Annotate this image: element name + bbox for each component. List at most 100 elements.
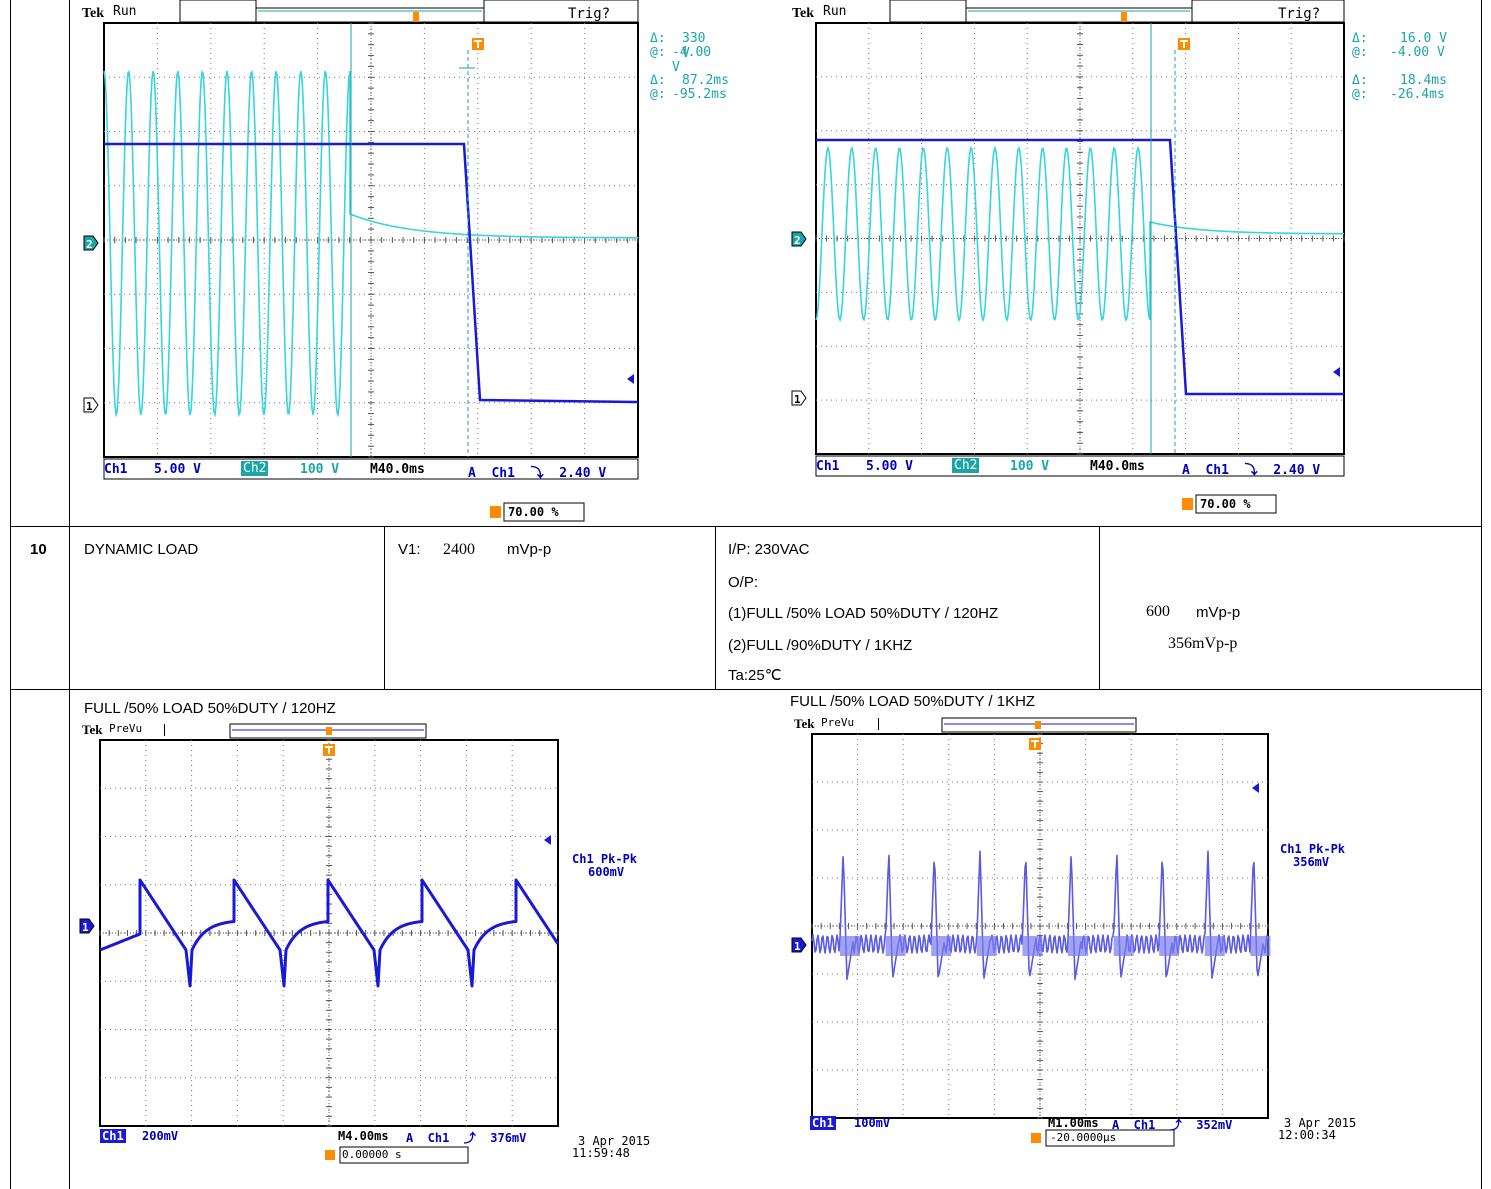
- channel-marker: [83, 397, 99, 413]
- table-row-divider-1: [10, 526, 1482, 527]
- ch1-waveform: [816, 138, 1344, 396]
- ch1-label: Ch1: [100, 1129, 126, 1143]
- trigger-position: 0.00000 s: [342, 1148, 402, 1161]
- row10-col-divider-2: [715, 526, 716, 689]
- ch1-waveform: [811, 850, 1269, 981]
- channel-marker: [791, 390, 807, 406]
- ch1-label: Ch1: [104, 462, 128, 477]
- trigger-position-icon: [1182, 498, 1193, 510]
- result-2: 356mVp-p: [1168, 635, 1238, 652]
- brand: Tek: [82, 6, 105, 21]
- graticule: [103, 22, 639, 458]
- ch1-scale: 5.00 V: [154, 462, 201, 477]
- cursor-delta-v: Δ:: [1352, 31, 1368, 46]
- output-label: O/P:: [728, 574, 759, 591]
- trigger-setting: A Ch1 ⤴ 376mV: [406, 1131, 527, 1145]
- trigger-pos-marker: [1035, 721, 1041, 729]
- trig-status: Trig?: [1278, 6, 1321, 22]
- graticule: [811, 733, 1269, 1119]
- table-border-left: [10, 0, 11, 1189]
- cursor-delta-t: Δ:: [1352, 73, 1368, 88]
- cursor-at-v-value: -4.00 V: [1390, 45, 1445, 60]
- table-border-right: [1481, 0, 1482, 1189]
- ripple-band: [1204, 936, 1225, 956]
- scope-bottom-right-screen: 1: [791, 717, 1271, 1147]
- cursor-at-v: @:: [1352, 45, 1368, 60]
- trigger-setting: A Ch1 ⤴ 352mV: [1112, 1118, 1233, 1132]
- brand: Tek: [792, 6, 815, 21]
- scope-bottom-right: 1 Tek PreVu Ch1 Pk-Pk 356mV Ch1 100mV M1…: [790, 712, 1480, 1178]
- ripple-band: [1113, 936, 1134, 956]
- channel-marker: [83, 235, 99, 251]
- result-1-value: 600: [1146, 603, 1170, 620]
- trigger-level-arrow: [1333, 367, 1340, 377]
- timebase: M4.00ms: [338, 1129, 389, 1143]
- ch2-scale: 100 V: [1010, 459, 1050, 474]
- timebase: M40.0ms: [1090, 459, 1145, 474]
- ch1-label: Ch1: [810, 1116, 836, 1130]
- trigger-level-arrow: [544, 835, 551, 845]
- channel-marker: [79, 918, 95, 934]
- ch2-waveform: [103, 70, 638, 418]
- ambient-temp: Ta:25℃: [728, 667, 782, 684]
- measure-value: 600mV: [588, 865, 625, 879]
- item-name: DYNAMIC LOAD: [84, 541, 199, 558]
- trig-status: Trig?: [568, 6, 611, 22]
- trigger-t-glyph: [325, 746, 333, 754]
- v1-label: V1:: [398, 541, 421, 558]
- ch2-scale: 100 V: [300, 462, 340, 477]
- cursor-delta-v-value: 330 V: [682, 31, 706, 61]
- ripple-band: [840, 936, 860, 956]
- channel-marker-label: 1: [86, 400, 93, 413]
- capture-date: 3 Apr 2015: [578, 1134, 651, 1148]
- result-1-unit: mVp-p: [1196, 604, 1241, 621]
- ripple-band: [1022, 936, 1043, 956]
- trigger-level-arrow: [1252, 783, 1259, 793]
- cursor-at-v: @:: [650, 45, 666, 60]
- scope-top-left-screen: 21: [78, 0, 678, 526]
- trigger-t-glyph: [1031, 740, 1039, 748]
- prevu-status: PreVu: [109, 722, 143, 735]
- ch2-waveform: [815, 145, 1345, 323]
- brand: Tek: [82, 722, 103, 737]
- channel-marker: [791, 231, 807, 247]
- cursor-at-v-value: -4.00 V: [672, 45, 712, 75]
- channel-marker-label: 1: [794, 940, 801, 953]
- ch1-scale: 100mV: [854, 1116, 891, 1130]
- scope-bottom-left: 1 Tek PreVu Ch1 Pk-Pk 600mV Ch1 200mV M4…: [78, 718, 718, 1178]
- capture-time: 11:59:48: [572, 1146, 630, 1160]
- cursor-delta-t-value: 87.2ms: [682, 73, 729, 88]
- condition-2: (2)FULL /90%DUTY / 1KHZ: [728, 637, 913, 654]
- trigger-position-icon: [490, 506, 501, 518]
- brand: Tek: [794, 716, 815, 731]
- cursor-at-t: @:: [650, 87, 666, 102]
- channel-marker-label: 1: [794, 393, 801, 406]
- scope-bottom-left-screen: 1: [79, 723, 560, 1164]
- cursor-delta-t: Δ:: [650, 73, 666, 88]
- cursor-at-t-value: -26.4ms: [1390, 87, 1445, 102]
- trigger-position-icon: [1031, 1133, 1041, 1143]
- ch1-waveform: [104, 142, 639, 404]
- ch2-label: Ch2: [241, 461, 269, 476]
- trigger-setting: A Ch1 ⤵ 2.40 V: [1182, 463, 1321, 478]
- ripple-band: [1159, 936, 1180, 956]
- cursor-delta-v: Δ:: [650, 31, 666, 46]
- cursor-at-t-value: -95.2ms: [672, 87, 727, 102]
- cursor-at-t: @:: [1352, 87, 1368, 102]
- channel-marker-label: 2: [86, 238, 93, 251]
- ch1-scale: 200mV: [142, 1129, 179, 1143]
- ripple-band: [1250, 936, 1271, 956]
- ch1-label: Ch1: [816, 459, 840, 474]
- run-status: Run: [823, 4, 847, 19]
- input-condition: I/P: 230VAC: [728, 541, 810, 558]
- channel-marker: [791, 937, 807, 953]
- ripple-band: [931, 936, 952, 956]
- cursor-delta-v-value: 16.0 V: [1400, 31, 1447, 46]
- cursor-delta-t-value: 18.4ms: [1400, 73, 1447, 88]
- graticule: [815, 22, 1345, 455]
- ripple-band: [976, 936, 997, 956]
- capture-date: 3 Apr 2015: [1284, 1116, 1357, 1130]
- timebase: M1.00ms: [1048, 1116, 1099, 1130]
- caption-left: FULL /50% LOAD 50%DUTY / 120HZ: [84, 700, 336, 717]
